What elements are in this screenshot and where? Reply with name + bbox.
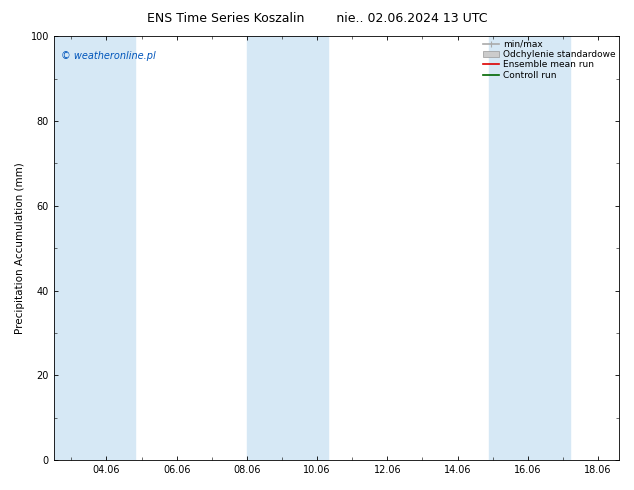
- Bar: [54, 36, 134, 460]
- Bar: [247, 36, 328, 460]
- Y-axis label: Precipitation Accumulation (mm): Precipitation Accumulation (mm): [15, 162, 25, 334]
- Text: ENS Time Series Koszalin        nie.. 02.06.2024 13 UTC: ENS Time Series Koszalin nie.. 02.06.202…: [146, 12, 488, 25]
- Text: © weatheronline.pl: © weatheronline.pl: [61, 51, 155, 61]
- Bar: [489, 36, 570, 460]
- Legend: min/max, Odchylenie standardowe, Ensemble mean run, Controll run: min/max, Odchylenie standardowe, Ensembl…: [481, 38, 617, 82]
